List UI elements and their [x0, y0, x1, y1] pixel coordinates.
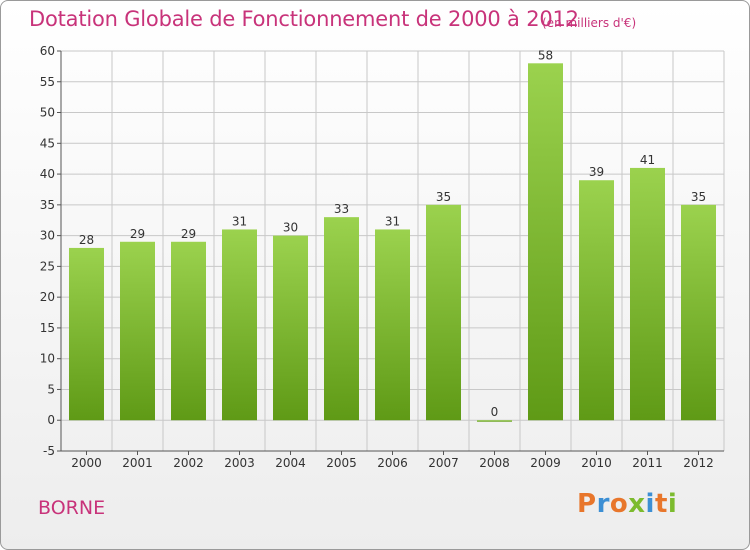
x-tick-label: 2011 [632, 456, 663, 470]
bar-value-label: 39 [589, 165, 604, 179]
y-tick-label: 35 [40, 198, 55, 212]
logo-letter: i [645, 489, 655, 519]
bar [120, 241, 155, 421]
x-tick-label: 2003 [224, 456, 255, 470]
bar [477, 420, 512, 422]
axes [57, 50, 724, 455]
bar [579, 180, 614, 421]
chart-title: Dotation Globale de Fonctionnement de 20… [29, 7, 579, 31]
x-tick-label: 2007 [428, 456, 459, 470]
y-tick-label: 60 [40, 44, 55, 58]
bar [375, 229, 410, 421]
y-tick-label: -5 [43, 444, 55, 458]
x-tick-label: 2000 [71, 456, 102, 470]
x-tick-label: 2002 [173, 456, 204, 470]
y-tick-label: 0 [47, 413, 55, 427]
bar [630, 167, 665, 421]
bar [222, 229, 257, 421]
proxiti-logo: Proxiti [577, 489, 677, 519]
logo-letter: i [667, 489, 678, 519]
x-tick-label: 2009 [530, 456, 561, 470]
bar-value-label: 29 [130, 227, 145, 241]
commune-name: BORNE [38, 497, 106, 519]
bar [69, 247, 104, 421]
bar-value-label: 31 [385, 214, 400, 228]
bar-value-label: 0 [491, 405, 499, 419]
y-tick-label: 55 [40, 75, 55, 89]
x-tick-label: 2004 [275, 456, 306, 470]
bar-value-label: 58 [538, 48, 553, 62]
labels: -5 0 5 10 15 20 25 30 35 40 45 50 55 60 28 2000 29 2001 29… [40, 44, 714, 470]
x-tick-label: 2008 [479, 456, 510, 470]
logo-letter: t [654, 489, 668, 519]
bar-value-label: 30 [283, 221, 298, 235]
bar [324, 217, 359, 421]
bar-value-label: 35 [691, 190, 706, 204]
logo-letter: o [609, 489, 629, 519]
x-tick-label: 2012 [683, 456, 714, 470]
chart-unit: (en milliers d'€) [542, 16, 637, 30]
bar-value-label: 33 [334, 202, 349, 216]
logo-letter: P [577, 489, 597, 519]
logo-letter: x [628, 489, 646, 519]
bar-value-label: 28 [79, 233, 94, 247]
bar [681, 204, 716, 421]
x-tick-label: 2005 [326, 456, 357, 470]
logo-letter: r [596, 489, 610, 519]
y-tick-label: 45 [40, 136, 55, 150]
bars [69, 63, 716, 422]
y-tick-label: 5 [47, 382, 55, 396]
y-tick-label: 50 [40, 106, 55, 120]
x-tick-label: 2001 [122, 456, 153, 470]
bar-value-label: 29 [181, 227, 196, 241]
bar [528, 63, 563, 421]
y-tick-label: 40 [40, 167, 55, 181]
bar [426, 204, 461, 421]
bar-value-label: 31 [232, 214, 247, 228]
y-tick-label: 25 [40, 259, 55, 273]
bar-value-label: 35 [436, 190, 451, 204]
y-tick-label: 15 [40, 321, 55, 335]
x-tick-label: 2010 [581, 456, 612, 470]
bar-value-label: 41 [640, 153, 655, 167]
y-tick-label: 30 [40, 229, 55, 243]
y-tick-label: 10 [40, 352, 55, 366]
bar [171, 241, 206, 421]
y-tick-label: 20 [40, 290, 55, 304]
x-tick-label: 2006 [377, 456, 408, 470]
bar [273, 235, 308, 421]
